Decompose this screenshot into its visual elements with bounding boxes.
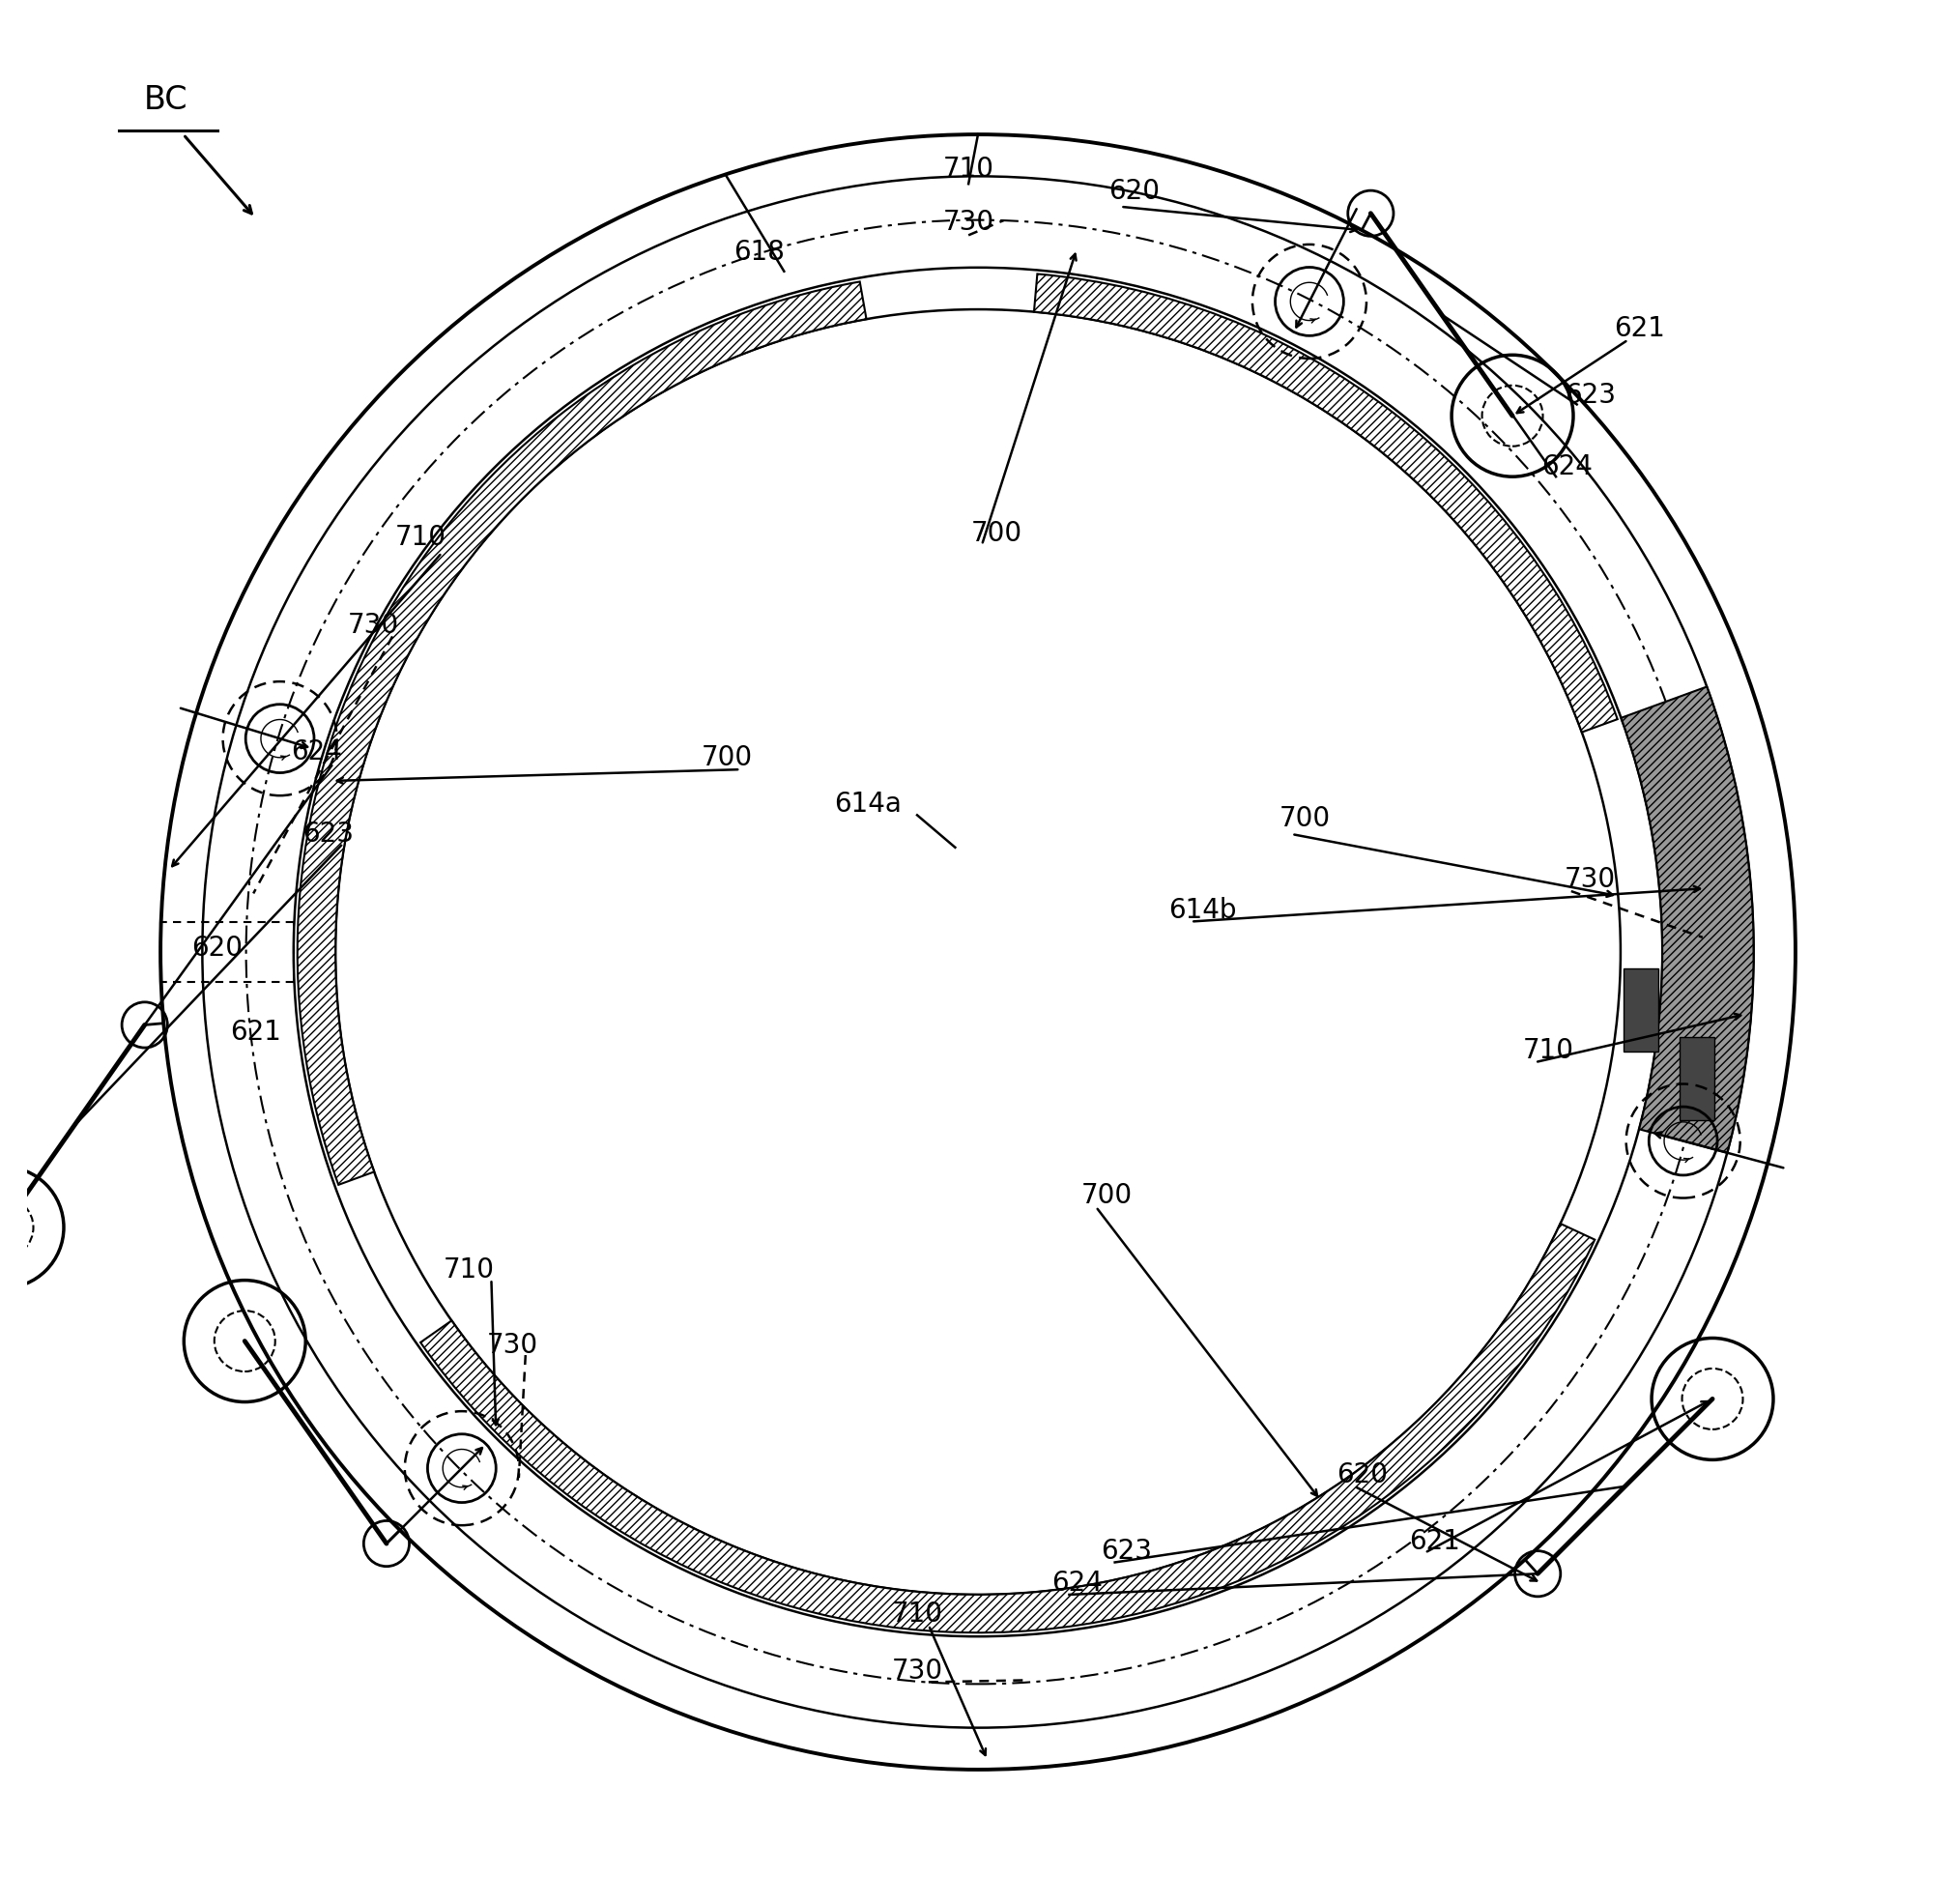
Text: 624: 624 xyxy=(1050,1569,1103,1597)
Text: 618: 618 xyxy=(733,238,784,267)
Bar xyxy=(1623,967,1658,1051)
Text: 624: 624 xyxy=(291,739,342,765)
Text: 620: 620 xyxy=(1108,177,1159,206)
Wedge shape xyxy=(1034,274,1617,733)
Text: 700: 700 xyxy=(702,744,753,771)
Bar xyxy=(1679,1038,1713,1121)
Text: 700: 700 xyxy=(1279,805,1329,832)
Text: 623: 623 xyxy=(1564,381,1615,409)
Text: 620: 620 xyxy=(192,935,242,962)
Wedge shape xyxy=(420,1224,1593,1632)
Text: 614a: 614a xyxy=(833,790,901,817)
Text: 700: 700 xyxy=(972,520,1022,546)
Text: BC: BC xyxy=(145,84,188,116)
Text: 730: 730 xyxy=(1564,866,1615,893)
Wedge shape xyxy=(297,282,866,1184)
Text: 623: 623 xyxy=(303,821,354,847)
Text: 730: 730 xyxy=(891,1656,942,1685)
Text: 730: 730 xyxy=(942,208,993,236)
Text: 730: 730 xyxy=(348,611,399,638)
Text: 620: 620 xyxy=(1335,1462,1386,1489)
Text: 710: 710 xyxy=(942,154,993,183)
Text: 623: 623 xyxy=(1101,1537,1151,1565)
Wedge shape xyxy=(1621,687,1754,1152)
Text: 710: 710 xyxy=(1521,1038,1574,1064)
Text: 710: 710 xyxy=(442,1257,495,1283)
Text: 700: 700 xyxy=(1081,1182,1132,1209)
Text: 730: 730 xyxy=(487,1333,538,1359)
Text: 614b: 614b xyxy=(1167,897,1236,923)
Text: 710: 710 xyxy=(891,1599,942,1628)
Text: 624: 624 xyxy=(1541,453,1591,480)
Text: 621: 621 xyxy=(1408,1527,1458,1556)
Text: 710: 710 xyxy=(395,524,446,550)
Text: 621: 621 xyxy=(1613,314,1664,343)
Text: 621: 621 xyxy=(231,1019,282,1045)
